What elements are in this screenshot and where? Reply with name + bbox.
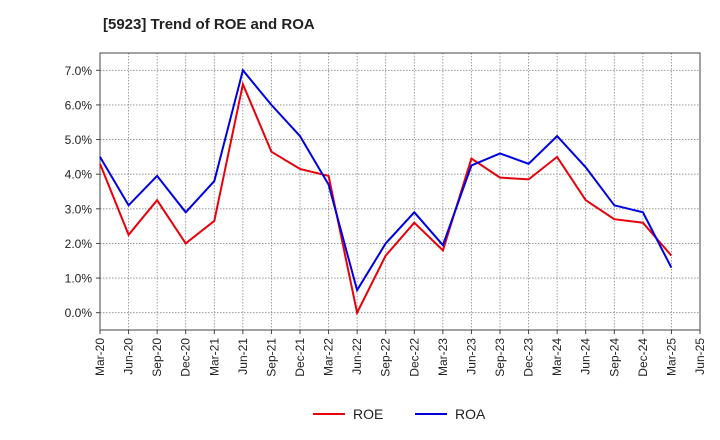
- chart-title: [5923] Trend of ROE and ROA: [103, 16, 315, 33]
- x-tick-label: Sep-22: [379, 338, 393, 377]
- x-tick-label: Dec-20: [179, 338, 193, 377]
- legend-label-roe: ROE: [353, 406, 383, 422]
- x-tick-label: Jun-25: [693, 338, 707, 375]
- y-tick-label: 7.0%: [65, 64, 93, 78]
- plot-border: [99, 52, 701, 331]
- series-line-roa: [99, 68, 673, 293]
- x-tick-label: Sep-23: [493, 338, 507, 377]
- x-tick-label: Mar-25: [664, 338, 678, 376]
- y-tick-label: 2.0%: [65, 237, 93, 251]
- y-tick-label: 6.0%: [65, 98, 93, 112]
- x-tick-label: Jun-20: [122, 338, 136, 375]
- x-tick-label: Mar-23: [436, 338, 450, 376]
- y-tick-label: 4.0%: [65, 168, 93, 182]
- x-tick-label: Mar-21: [207, 338, 221, 376]
- y-tick-label: 1.0%: [65, 272, 93, 286]
- x-tick-label: Jun-21: [236, 338, 250, 375]
- y-tick-label: 5.0%: [65, 133, 93, 147]
- x-tick-label: Mar-24: [550, 338, 564, 376]
- x-tick-label: Sep-20: [150, 338, 164, 377]
- y-tick-label: 3.0%: [65, 202, 93, 216]
- x-tick-label: Dec-24: [636, 338, 650, 377]
- x-tick-label: Dec-22: [407, 338, 421, 377]
- x-tick-label: Jun-23: [464, 338, 478, 375]
- x-tick-label: Mar-22: [322, 338, 336, 376]
- x-tick-label: Dec-21: [293, 338, 307, 377]
- y-tick-label: 0.0%: [65, 306, 93, 320]
- series-line-roe: [99, 80, 673, 316]
- x-tick-label: Dec-23: [522, 338, 536, 377]
- x-tick-label: Jun-24: [579, 338, 593, 375]
- x-tick-label: Jun-22: [350, 338, 364, 375]
- plot-area: [100, 53, 700, 330]
- legend-label-roa: ROA: [455, 406, 486, 422]
- x-tick-label: Mar-20: [93, 338, 107, 376]
- x-tick-label: Sep-21: [264, 338, 278, 377]
- x-tick-label: Sep-24: [607, 338, 621, 377]
